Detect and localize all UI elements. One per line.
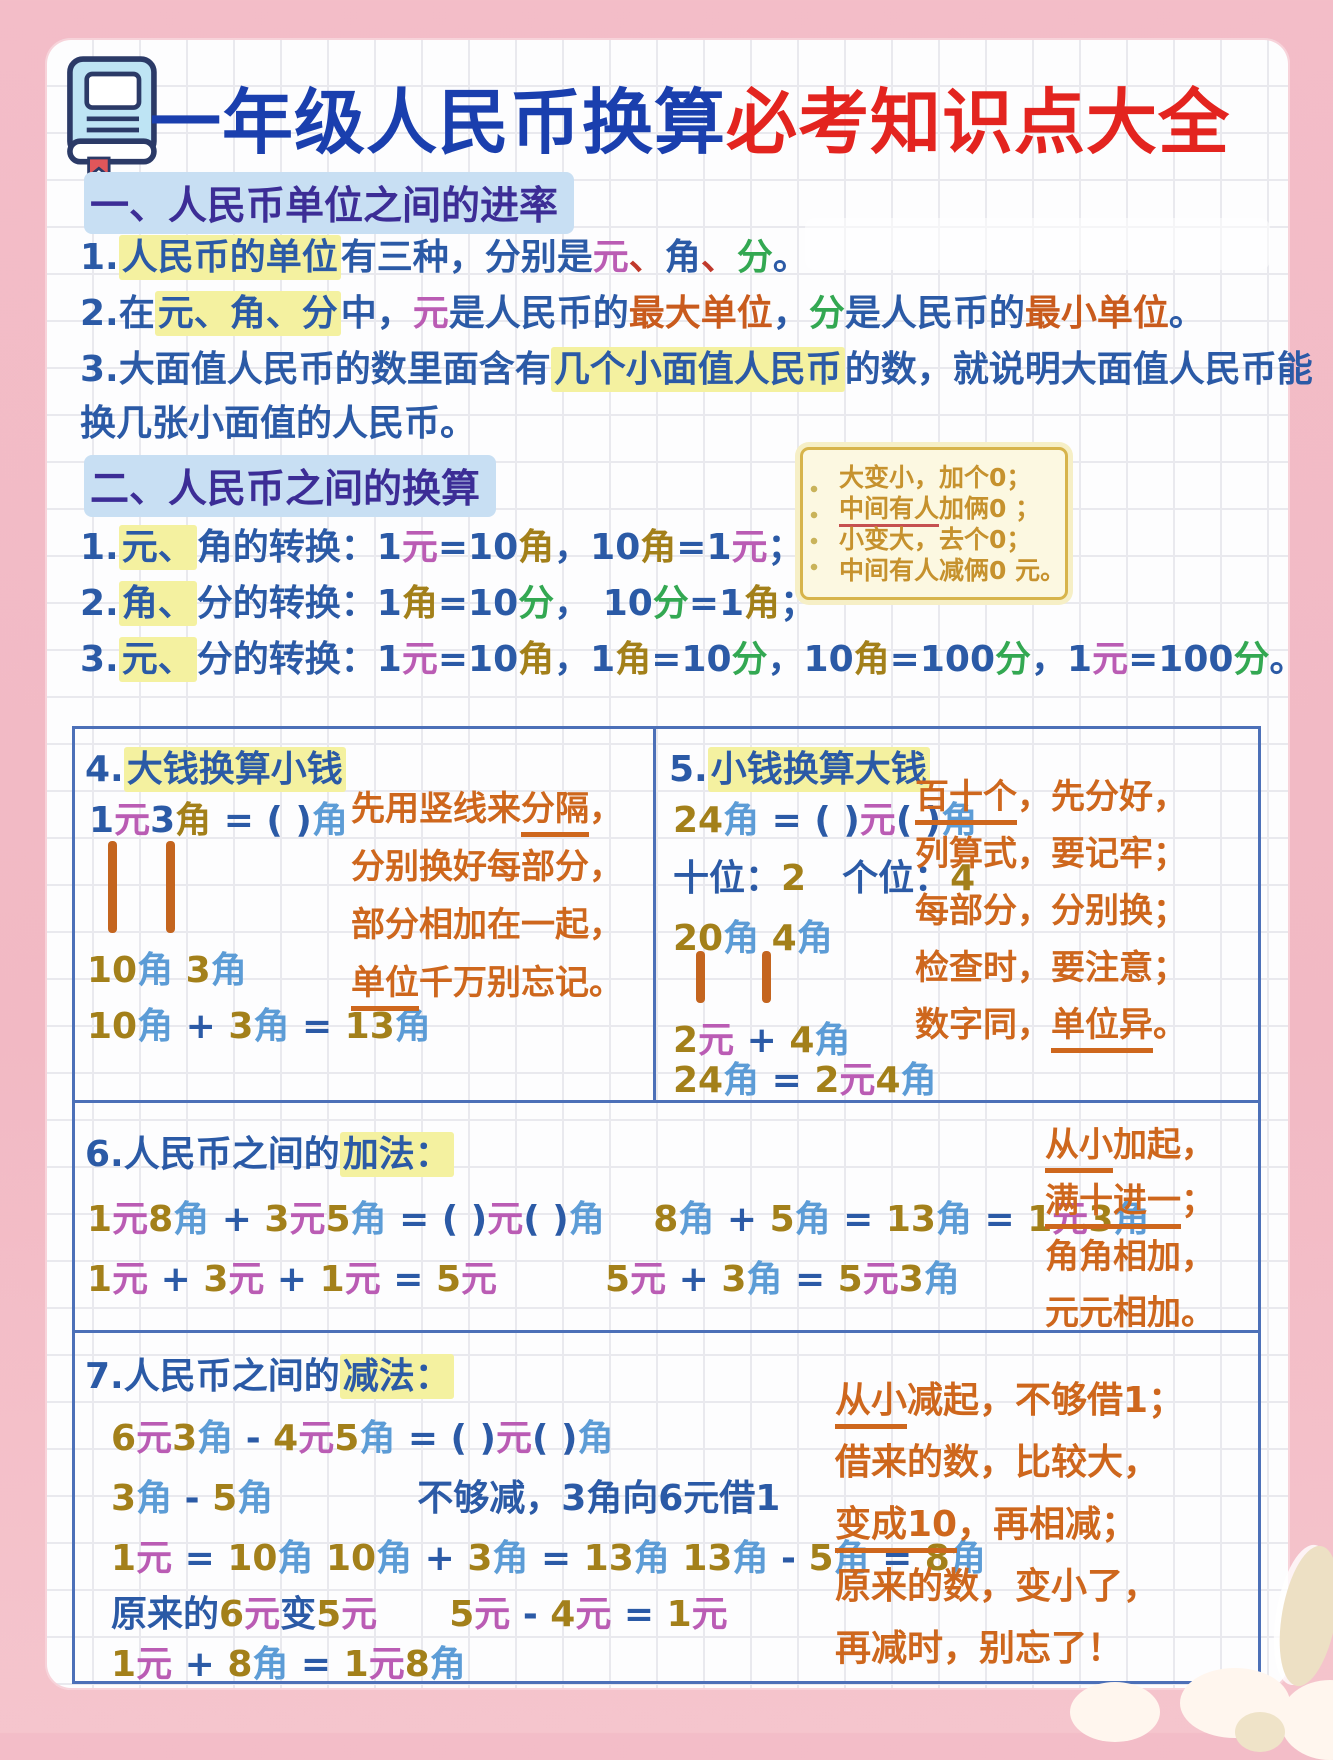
row6-poem-line-1: 从小加起， [1045, 1117, 1215, 1173]
knowledge-table: 4.大钱换算小钱 1元3角 = ( )角 10角 3角 10角 + 3角 = 1… [72, 726, 1261, 1685]
row7-line5: 1元 + 8角 = 1元8角 [111, 1644, 466, 1685]
row6-poem-line-4: 元元相加。 [1045, 1293, 1215, 1333]
note-line-3: 小变大，去个0； [839, 525, 1032, 554]
cell4-eq2: 10角 3角 [87, 950, 247, 991]
row6-poem-line-3: 角角相加， [1045, 1237, 1215, 1277]
section1-line-4: 换几张小面值的人民币。 [80, 403, 477, 444]
cell5-eq2: 20角 4角 [673, 918, 833, 959]
note-line-1: 大变小，加个0； [839, 463, 1032, 492]
cell4-title: 4.大钱换算小钱 [85, 740, 346, 792]
flower-center [1235, 1712, 1285, 1752]
cell5-poem-line-3: 每部分，分别换； [915, 891, 1187, 931]
book-icon [55, 52, 167, 184]
flower-petal-3 [1280, 1680, 1333, 1760]
table-horizontal-divider-1 [75, 1100, 1258, 1103]
cell5-eq4: 24角 = 2元4角 [673, 1060, 937, 1101]
row7-poem-line-2: 借来的数，比较大， [835, 1442, 1160, 1483]
cell4-poem-line-4: 单位千万别忘记。 [351, 955, 623, 1013]
row6-line2: 1元 + 3元 + 1元 = 5元 5元 + 3角 = 5元3角 [87, 1259, 960, 1300]
cell5-poem-line-4: 检查时，要注意； [915, 948, 1187, 988]
row7-poem-line-1: 从小减起，不够借1； [835, 1371, 1184, 1433]
row6-poem: 从小加起， 满十进一； 角角相加， 元元相加。 [1045, 1117, 1215, 1341]
row7-poem-line-4: 原来的数，变小了， [835, 1566, 1160, 1607]
row6-poem-line-2: 满十进一； [1045, 1173, 1215, 1229]
cell5-place-values: 十位：2 个位：4 [673, 858, 976, 899]
section2-heading: 二、人民币之间的换算 [84, 455, 497, 517]
tip-note-box: 大变小，加个0； 中间有人加俩0 ； 小变大，去个0； 中间有人减俩0 元。 [800, 447, 1068, 600]
cell5-title: 5.小钱换算大钱 [669, 740, 930, 792]
table-horizontal-divider-2 [75, 1330, 1258, 1333]
cell4-poem-line-2: 分别换好每部分， [351, 847, 623, 887]
section1-heading: 一、人民币单位之间的进率 [84, 172, 575, 234]
row6-line1: 1元8角 + 3元5角 = ( )元( )角 8角 + 5角 = 13角 = 1… [87, 1199, 1150, 1240]
row7-line1: 6元3角 - 4元5角 = ( )元( )角 [111, 1418, 614, 1459]
section1-line-2: 2.在元、角、分中，元是人民币的最大单位，分是人民币的最小单位。 [80, 291, 1205, 336]
row7-title: 7.人民币之间的减法： [85, 1347, 454, 1399]
row7-poem: 从小减起，不够借1； 借来的数，比较大， 变成10，再相减； 原来的数，变小了，… [835, 1371, 1184, 1681]
note-binding-dots [810, 484, 818, 580]
row6-title: 6.人民币之间的加法： [85, 1125, 454, 1177]
cell5-poem: 百十个，先分好， 列算式，要记牢； 每部分，分别换； 检查时，要注意； 数字同，… [915, 769, 1187, 1054]
cell5-eq3: 2元 + 4角 [673, 1020, 851, 1061]
row7-line3: 1元 = 10角 10角 + 3角 = 13角 13角 - 5角 = 8角 [111, 1538, 986, 1579]
cell4-poem-line-3: 部分相加在一起， [351, 905, 623, 945]
cell5-poem-line-2: 列算式，要记牢； [915, 834, 1187, 874]
cell4-poem: 先用竖线来分隔， 分别换好每部分， 部分相加在一起， 单位千万别忘记。 [351, 781, 623, 1013]
note-line-4: 中间有人减俩0 元。 [839, 556, 1066, 585]
row7-poem-line-5: 再减时，别忘了！ [835, 1628, 1124, 1669]
cell5-poem-line-1: 百十个，先分好， [915, 769, 1187, 826]
flower-petal-1 [1070, 1682, 1160, 1742]
row7-line4: 原来的6元变5元 5元 - 4元 = 1元 [111, 1594, 728, 1635]
watermark [805, 218, 1270, 270]
note-text: 大变小，加个0； 中间有人加俩0 ； 小变大，去个0； 中间有人减俩0 元。 [839, 462, 1065, 586]
page-title: 一年级人民币换算必考知识点大全 [150, 81, 1231, 164]
row7-poem-line-3: 变成10，再相减； [835, 1495, 1184, 1557]
cell5-eq1: 24角 = ( )元( )角 [673, 800, 978, 841]
cell4-poem-line-1: 先用竖线来分隔， [351, 781, 623, 839]
section2-line-2: 2.角、分的转换：1角=10分， 10分=1角； [80, 581, 817, 626]
row7-line2: 3角 - 5角 不够减，3角向6元借1 [111, 1478, 781, 1519]
cell4-divider-bar-1 [108, 841, 117, 933]
cell5-poem-line-5: 数字同，单位异。 [915, 997, 1187, 1054]
cell5-divider-bar-1 [696, 951, 705, 1003]
cell4-divider-bar-2 [166, 841, 175, 933]
note-line-2: 中间有人加俩0 ； [839, 493, 1065, 527]
section2-line-1: 1.元、角的转换：1元=10角，10角=1元； [80, 525, 804, 570]
section2-line-3: 3.元、分的转换：1元=10角，1角=10分，10角=100分，1元=100分。 [80, 637, 1306, 682]
cell4-eq1: 1元3角 = ( )角 [89, 800, 348, 841]
section1-line-1: 1.人民币的单位有三种，分别是元、角、分。 [80, 235, 809, 280]
table-vertical-divider [653, 729, 656, 1100]
cell5-divider-bar-2 [762, 951, 771, 1003]
cell4-eq3: 10角 + 3角 = 13角 [87, 1006, 431, 1047]
section1-line-3: 3.大面值人民币的数里面含有几个小面值人民币的数，就说明大面值人民币能 [80, 347, 1313, 392]
